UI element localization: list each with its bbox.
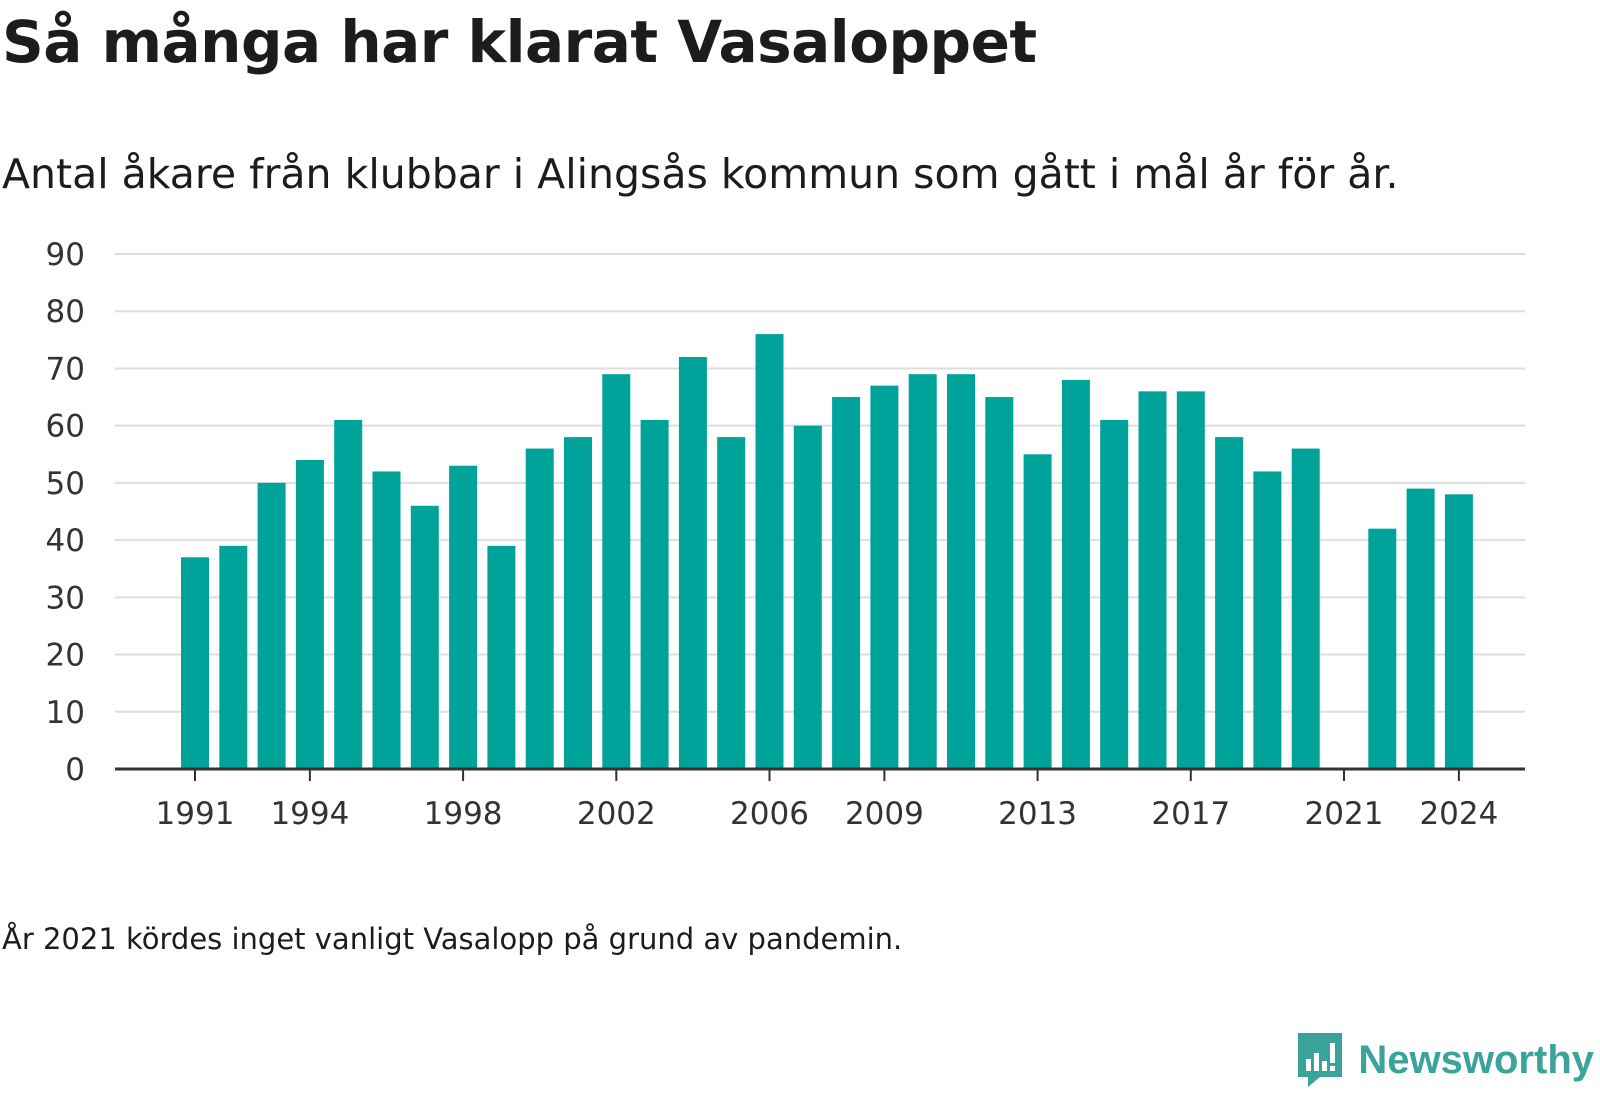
y-tick-label: 90 [46, 237, 85, 273]
newsworthy-logo: Newsworthy [1294, 1030, 1594, 1090]
y-tick-label: 70 [46, 351, 85, 387]
y-tick-label: 80 [46, 294, 85, 330]
chart-subtitle: Antal åkare från klubbar i Alingsås komm… [2, 150, 1399, 198]
bar-2018 [1215, 437, 1244, 769]
bar-2011 [947, 374, 975, 769]
bar-2000 [525, 448, 554, 769]
bar-2005 [717, 437, 746, 769]
footnote: År 2021 kördes inget vanligt Vasalopp på… [2, 922, 903, 956]
bar-1998 [449, 465, 478, 769]
x-tick-label: 2017 [1151, 796, 1230, 832]
bar-chart: 0 10 20 30 40 50 60 70 80 90 1991 1994 1998 2002 2006… [46, 237, 1525, 832]
bar-2016 [1138, 391, 1167, 769]
bar-2024 [1444, 494, 1473, 769]
x-tick-label: 1991 [156, 796, 235, 832]
bar-2012 [985, 397, 1014, 769]
bar-1997 [410, 505, 439, 769]
bars [181, 334, 1473, 769]
x-tick-label: 1998 [424, 796, 503, 832]
logo-text: Newsworthy [1358, 1037, 1594, 1082]
y-tick-label: 10 [46, 695, 85, 731]
x-tick-label: 1994 [270, 796, 349, 832]
bar-2020 [1291, 448, 1320, 769]
bar-1995 [334, 419, 363, 769]
bar-2015 [1100, 419, 1129, 769]
bar-1992 [219, 545, 248, 769]
bar-2006 [755, 334, 784, 769]
bar-2023 [1406, 488, 1435, 769]
bar-2017 [1176, 391, 1205, 769]
y-tick-label: 20 [46, 638, 85, 674]
bar-2003 [640, 419, 669, 769]
bar-1991 [181, 557, 209, 769]
bar-1996 [372, 471, 401, 769]
newsworthy-chart-icon [1298, 1033, 1343, 1087]
bar-2001 [564, 437, 592, 769]
x-tick-label: 2013 [998, 796, 1077, 832]
bar-2007 [793, 425, 822, 769]
bar-2010 [908, 374, 937, 769]
bar-2014 [1061, 379, 1090, 769]
y-axis-ticks: 0 10 20 30 40 50 60 70 80 90 [46, 237, 85, 788]
y-tick-label: 40 [46, 523, 85, 559]
bar-2008 [832, 397, 861, 769]
bar-2013 [1023, 454, 1052, 769]
x-tick-label: 2024 [1419, 796, 1498, 832]
bar-2002 [602, 374, 631, 769]
x-tick-label: 2006 [730, 796, 809, 832]
bar-2022 [1368, 528, 1397, 769]
x-tick-label: 2002 [577, 796, 656, 832]
bar-1999 [487, 545, 516, 769]
bar-2009 [870, 385, 899, 769]
y-tick-label: 50 [46, 466, 85, 502]
bar-2019 [1253, 471, 1282, 769]
bar-1993 [257, 482, 286, 769]
chart-title: Så många har klarat Vasaloppet [2, 8, 1037, 76]
y-tick-label: 60 [46, 409, 85, 445]
y-tick-label: 30 [46, 580, 85, 616]
x-tick-label: 2009 [845, 796, 924, 832]
x-tick-label: 2021 [1305, 796, 1384, 832]
bar-1994 [295, 460, 324, 769]
bar-2004 [678, 357, 707, 769]
y-tick-label: 0 [65, 752, 85, 788]
x-axis-ticks: 1991 1994 1998 2002 2006 2009 2013 2017 2021 2024 [156, 769, 1498, 832]
